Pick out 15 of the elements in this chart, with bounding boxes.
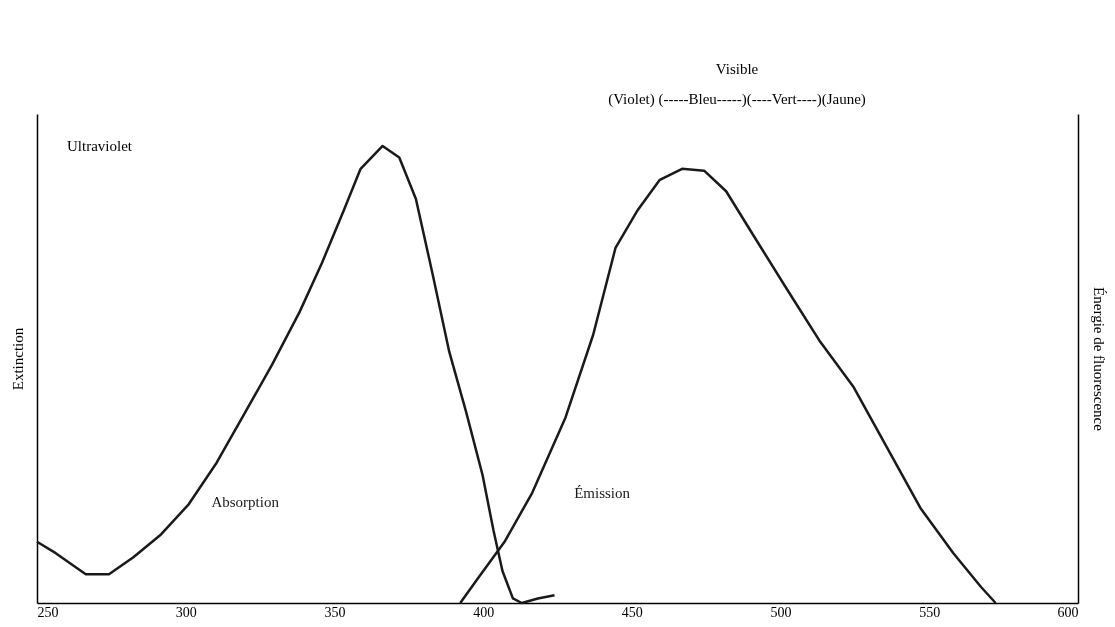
x-tick-label: 350 — [324, 604, 346, 620]
text: (Violet) (-----Bleu-----)(----Vert----)(Jaune) — [608, 91, 866, 108]
x-tick-label: 550 — [919, 604, 941, 620]
y2-axis-title: Énergie de fluorescence — [1090, 287, 1107, 432]
x-tick-label: 250 — [37, 604, 59, 620]
x-tick-label: 600 — [1057, 604, 1079, 620]
x-tick-label: 300 — [175, 604, 197, 620]
x-tick-label: 400 — [473, 604, 495, 620]
text: Visible — [715, 61, 759, 77]
annotation: Ultraviolet — [67, 138, 133, 154]
x-tick-label: 450 — [621, 604, 643, 620]
x-tick-label: 500 — [770, 604, 792, 620]
y-axis-title: Extinction — [9, 327, 26, 391]
series-label: Absorption — [211, 494, 280, 511]
text: Émission — [574, 485, 631, 502]
